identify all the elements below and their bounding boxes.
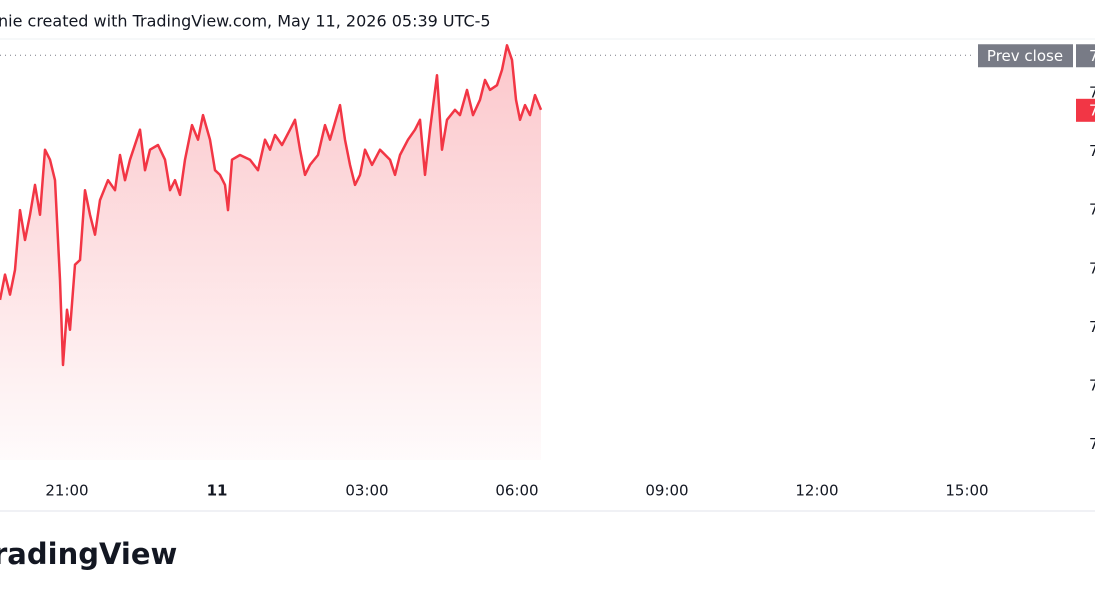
last-price-label: 7 <box>1089 101 1095 119</box>
prev-close-box <box>978 44 1073 68</box>
header: nie created with TradingView.com, May 11… <box>0 12 491 31</box>
x-tick-label: 12:00 <box>795 482 838 500</box>
y-tick-label: 7 <box>1089 83 1095 101</box>
x-tick-label: 06:00 <box>495 482 538 500</box>
prev-close-price: 7 <box>1089 47 1095 65</box>
prev-close-price-box <box>1076 44 1095 68</box>
x-tick-label: 09:00 <box>645 482 688 500</box>
x-tick-label: 03:00 <box>345 482 388 500</box>
y-tick-label: 7 <box>1089 259 1095 277</box>
area <box>0 45 541 461</box>
last-price-box <box>1076 98 1095 122</box>
y-tick-label: 7 <box>1089 201 1095 219</box>
logo: radingView <box>0 537 177 571</box>
x-tick-label: 11 <box>207 482 228 500</box>
price-line <box>0 44 543 367</box>
y-tick-label: 7 <box>1089 142 1095 160</box>
y-tick-label: 7 <box>1089 377 1095 395</box>
y-tick-label: 7 <box>1089 318 1095 336</box>
y-tick-label: 7 <box>1089 435 1095 453</box>
x-tick-label: 15:00 <box>945 482 988 500</box>
x-tick-label: 21:00 <box>45 482 88 500</box>
prev-close-label: Prev close <box>987 47 1063 65</box>
